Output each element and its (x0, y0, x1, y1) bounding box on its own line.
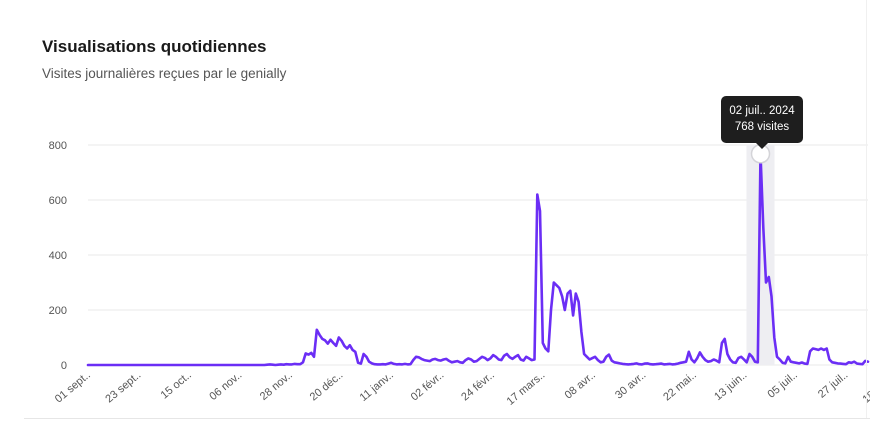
x-tick-label: 17 mars.. (505, 369, 548, 408)
x-tick-label: 20 déc.. (308, 369, 346, 403)
data-tooltip: 02 juil.. 2024 768 visites (721, 96, 803, 143)
x-tick-label: 23 sept.. (103, 369, 143, 405)
x-tick-label: 05 juil.. (766, 369, 800, 401)
x-tick-label: 11 janv.. (358, 369, 396, 404)
card-edge (866, 0, 867, 418)
y-tick-label: 800 (49, 140, 67, 152)
chart-title: Visualisations quotidiennes (42, 37, 267, 56)
x-tick-label: 13 juin.. (712, 369, 749, 403)
x-tick-label: 24 févr.. (459, 369, 497, 403)
x-tick-label: 30 avr.. (613, 369, 648, 401)
card-divider (24, 418, 870, 419)
x-tick-label: 02 févr.. (409, 369, 447, 403)
grid-lines (88, 144, 868, 366)
x-tick-label: 06 nov.. (207, 369, 244, 403)
x-tick-label: 27 juil.. (816, 369, 850, 401)
tooltip-date: 02 juil.. 2024 (729, 105, 795, 117)
y-axis-ticks: 0 200 400 600 800 (49, 140, 67, 372)
tooltip-arrow (756, 143, 768, 149)
y-tick-label: 200 (49, 305, 67, 317)
y-tick-label: 600 (49, 195, 67, 207)
x-tick-label: 22 mai.. (661, 369, 699, 403)
y-tick-label: 400 (49, 250, 67, 262)
x-tick-label: 01 sept.. (53, 369, 93, 405)
x-axis-ticks: 01 sept.. 23 sept.. 15 oct.. 06 nov.. 28 nov… (53, 369, 870, 408)
series-line-visits[interactable] (86, 152, 870, 367)
x-tick-label: 28 nov.. (258, 369, 295, 403)
tooltip-value: 768 visites (734, 121, 790, 133)
chart-subtitle: Visites journalières reçues par le genia… (42, 66, 287, 81)
y-tick-label: 0 (61, 360, 67, 372)
x-tick-label: 08 avr.. (563, 369, 598, 401)
x-tick-label: 15 oct.. (159, 369, 194, 401)
